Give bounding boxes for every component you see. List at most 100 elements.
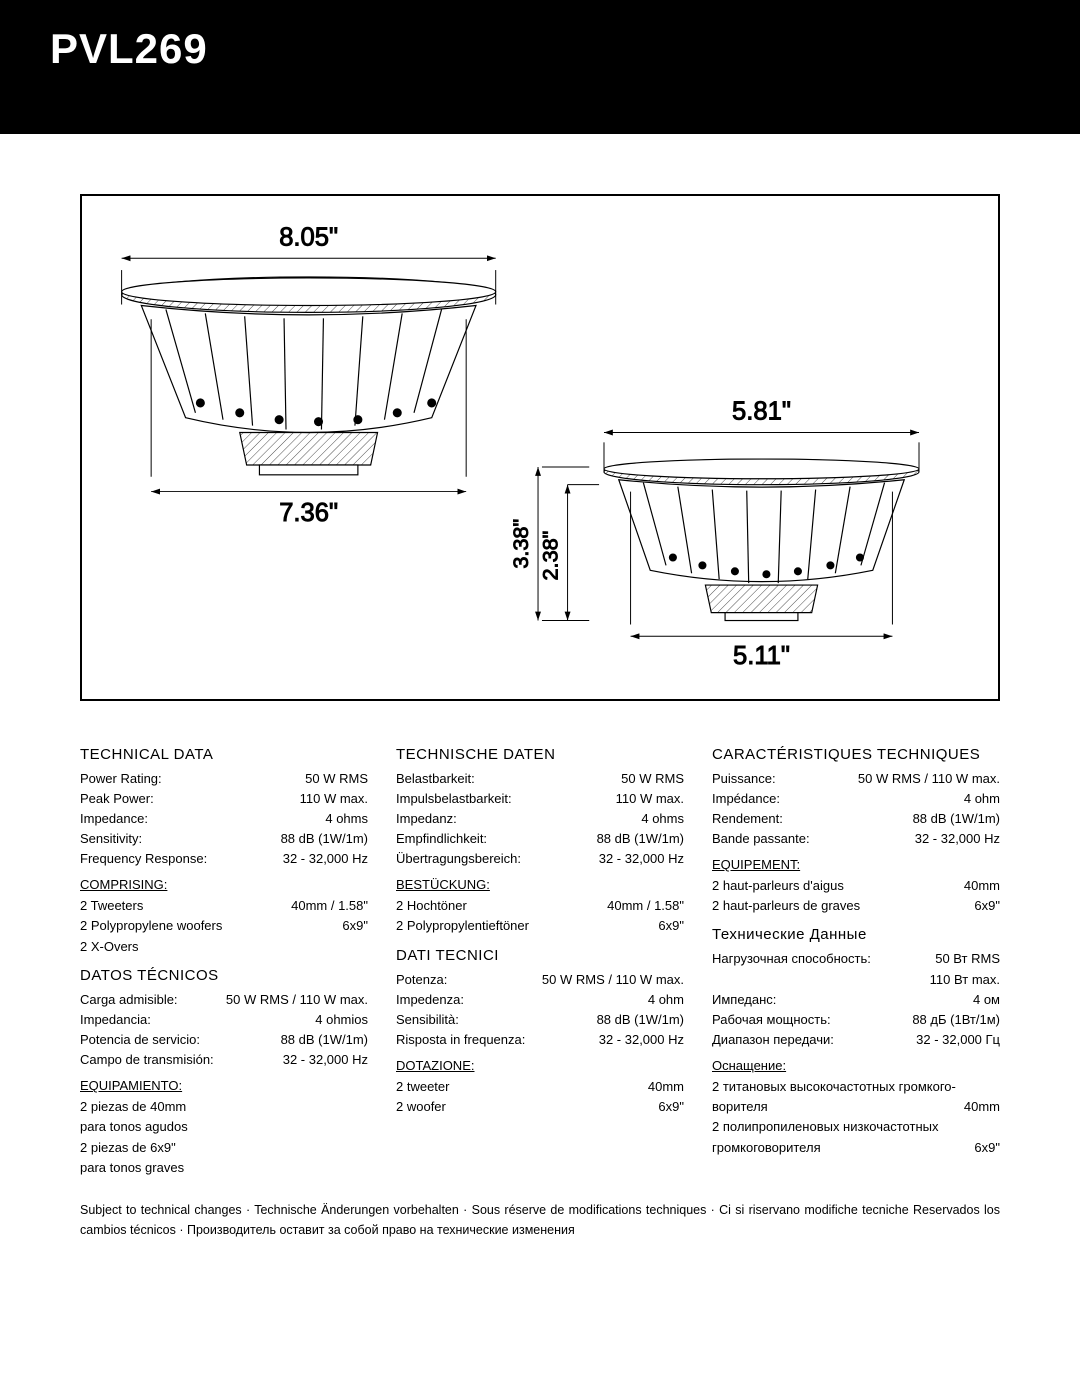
spec-value: 40mm xyxy=(964,876,1000,896)
spec-row: 2 piezas de 40mm xyxy=(80,1097,368,1117)
spec-label: 2 haut-parleurs d'aigus xyxy=(712,876,844,896)
spec-label: Sensitivity: xyxy=(80,829,142,849)
spec-row: громкоговорителя 6x9" xyxy=(712,1138,1000,1158)
spec-value: 88 dB (1W/1m) xyxy=(281,829,368,849)
spec-row: Potenza: 50 W RMS / 110 W max. xyxy=(396,970,684,990)
spec-row: Potencia de servicio: 88 dB (1W/1m) xyxy=(80,1030,368,1050)
spec-subrows-it: 2 tweeter40mm2 woofer6x9" xyxy=(396,1077,684,1117)
spec-label: 2 титановых высокочастотных громкого- xyxy=(712,1077,956,1097)
spec-value: 88 дБ (1Вт/1м) xyxy=(912,1010,1000,1030)
section-title-es: DATOS TÉCNICOS xyxy=(80,967,368,984)
spec-subrows-en: 2 Tweeters40mm / 1.58"2 Polypropylene wo… xyxy=(80,896,368,956)
dim-right-top-width: 5.81" xyxy=(732,398,791,426)
spec-label: Potenza: xyxy=(396,970,447,990)
spec-value: 6x9" xyxy=(974,1138,1000,1158)
section-title-de: TECHNISCHE DATEN xyxy=(396,746,684,763)
spec-row: Impulsbelastbarkeit:110 W max. xyxy=(396,789,684,809)
spec-label: para tonos agudos xyxy=(80,1117,188,1137)
spec-row: 2 piezas de 6x9" xyxy=(80,1138,368,1158)
spec-column-2: TECHNISCHE DATEN Belastbarkeit:50 W RMSI… xyxy=(396,736,684,1178)
spec-row: 2 Hochtöner40mm / 1.58" xyxy=(396,896,684,916)
spec-value: 40mm xyxy=(648,1077,684,1097)
dim-height-outer: 3.38" xyxy=(508,519,533,569)
speaker-left-drawing xyxy=(122,277,496,475)
spec-value: 4 ом xyxy=(973,990,1000,1010)
spec-row: Frequency Response:32 - 32,000 Hz xyxy=(80,849,368,869)
spec-label: Potencia de servicio: xyxy=(80,1030,200,1050)
spec-row: Рабочая мощность: 88 дБ (1Вт/1м) xyxy=(712,1010,1000,1030)
spec-row: Импеданс: 4 ом xyxy=(712,990,1000,1010)
spec-label: ворителя xyxy=(712,1097,768,1117)
header-strip xyxy=(0,110,1080,134)
spec-subrows-es: 2 piezas de 40mmpara tonos agudos2 pieza… xyxy=(80,1097,368,1178)
spec-label: Impedenza: xyxy=(396,990,464,1010)
spec-label: Импеданс: xyxy=(712,990,776,1010)
dim-right-bottom-width: 5.11" xyxy=(733,642,790,670)
spec-label: Puissance: xyxy=(712,769,776,789)
spec-row: 2 Tweeters40mm / 1.58" xyxy=(80,896,368,916)
spec-value: 40mm / 1.58" xyxy=(607,896,684,916)
spec-label: 2 haut-parleurs de graves xyxy=(712,896,860,916)
spec-row: Sensitivity: 88 dB (1W/1m) xyxy=(80,829,368,849)
spec-label: Peak Power: xyxy=(80,789,154,809)
spec-label: Рабочая мощность: xyxy=(712,1010,831,1030)
spec-row: 2 woofer6x9" xyxy=(396,1097,684,1117)
header-band: PVL269 xyxy=(0,0,1080,110)
spec-value: 40mm xyxy=(964,1097,1000,1117)
sub-title-en: COMPRISING: xyxy=(80,877,368,892)
spec-value: 6x9" xyxy=(658,1097,684,1117)
sub-title-it: DOTAZIONE: xyxy=(396,1058,684,1073)
spec-rows-en: Power Rating:50 W RMSPeak Power:110 W ma… xyxy=(80,769,368,870)
spec-row: 110 Вт max. xyxy=(712,970,1000,990)
spec-rows-fr: Puissance:50 W RMS / 110 W max.Impédance… xyxy=(712,769,1000,850)
section-title-it: DATI TECNICI xyxy=(396,947,684,964)
spec-label: Impulsbelastbarkeit: xyxy=(396,789,512,809)
spec-subrows-ru: 2 титановых высокочастотных громкого-вор… xyxy=(712,1077,1000,1158)
spec-row: Нагрузочная способность:50 Вт RMS xyxy=(712,949,1000,969)
spec-row: 2 полипропиленовых низкочастотных xyxy=(712,1117,1000,1137)
spec-value: 6x9" xyxy=(342,916,368,936)
spec-label: громкоговорителя xyxy=(712,1138,821,1158)
spec-value: 32 - 32,000 Hz xyxy=(283,849,368,869)
spec-label: Sensibilità: xyxy=(396,1010,459,1030)
spec-row: 2 Polypropylentieftöner6x9" xyxy=(396,916,684,936)
sub-title-fr: EQUIPEMENT: xyxy=(712,857,1000,872)
spec-label: 2 Tweeters xyxy=(80,896,143,916)
spec-label: Impédance: xyxy=(712,789,780,809)
spec-rows-es: Carga admisible:50 W RMS / 110 W max.Imp… xyxy=(80,990,368,1071)
spec-value: 50 W RMS / 110 W max. xyxy=(226,990,368,1010)
dim-top-width: 8.05" xyxy=(279,223,338,251)
spec-label: Empfindlichkeit: xyxy=(396,829,487,849)
section-title-en: TECHNICAL DATA xyxy=(80,746,368,763)
section-title-ru: Технические Данные xyxy=(712,926,1000,943)
speaker-right-drawing xyxy=(604,459,919,620)
spec-label: 2 Polypropylene woofers xyxy=(80,916,222,936)
spec-row: 2 haut-parleurs d'aigus 40mm xyxy=(712,876,1000,896)
spec-value: 4 ohmios xyxy=(315,1010,368,1030)
spec-row: Диапазон передачи:32 - 32,000 Гц xyxy=(712,1030,1000,1050)
spec-row: Campo de transmisión:32 - 32,000 Hz xyxy=(80,1050,368,1070)
spec-row: Carga admisible:50 W RMS / 110 W max. xyxy=(80,990,368,1010)
spec-label: Impedanz: xyxy=(396,809,457,829)
spec-row: 2 X-Overs xyxy=(80,937,368,957)
spec-value: 4 ohm xyxy=(964,789,1000,809)
spec-label: Bande passante: xyxy=(712,829,810,849)
specs-grid: TECHNICAL DATA Power Rating:50 W RMSPeak… xyxy=(80,736,1000,1178)
spec-row: Power Rating:50 W RMS xyxy=(80,769,368,789)
spec-column-1: TECHNICAL DATA Power Rating:50 W RMSPeak… xyxy=(80,736,368,1178)
spec-value: 50 W RMS / 110 W max. xyxy=(542,970,684,990)
spec-label: 2 полипропиленовых низкочастотных xyxy=(712,1117,938,1137)
spec-value: 88 dB (1W/1m) xyxy=(597,1010,684,1030)
spec-label: 2 X-Overs xyxy=(80,937,139,957)
spec-label: Campo de transmisión: xyxy=(80,1050,214,1070)
spec-label: Impedancia: xyxy=(80,1010,151,1030)
spec-row: 2 титановых высокочастотных громкого- xyxy=(712,1077,1000,1097)
spec-label: 2 piezas de 40mm xyxy=(80,1097,186,1117)
spec-value: 88 dB (1W/1m) xyxy=(281,1030,368,1050)
spec-label: Rendement: xyxy=(712,809,783,829)
spec-row: para tonos graves xyxy=(80,1158,368,1178)
spec-column-3: CARACTÉRISTIQUES TECHNIQUES Puissance:50… xyxy=(712,736,1000,1178)
spec-label: Belastbarkeit: xyxy=(396,769,475,789)
spec-value: 88 dB (1W/1m) xyxy=(597,829,684,849)
diagram-box: 8.05" 7.36" xyxy=(80,194,1000,701)
